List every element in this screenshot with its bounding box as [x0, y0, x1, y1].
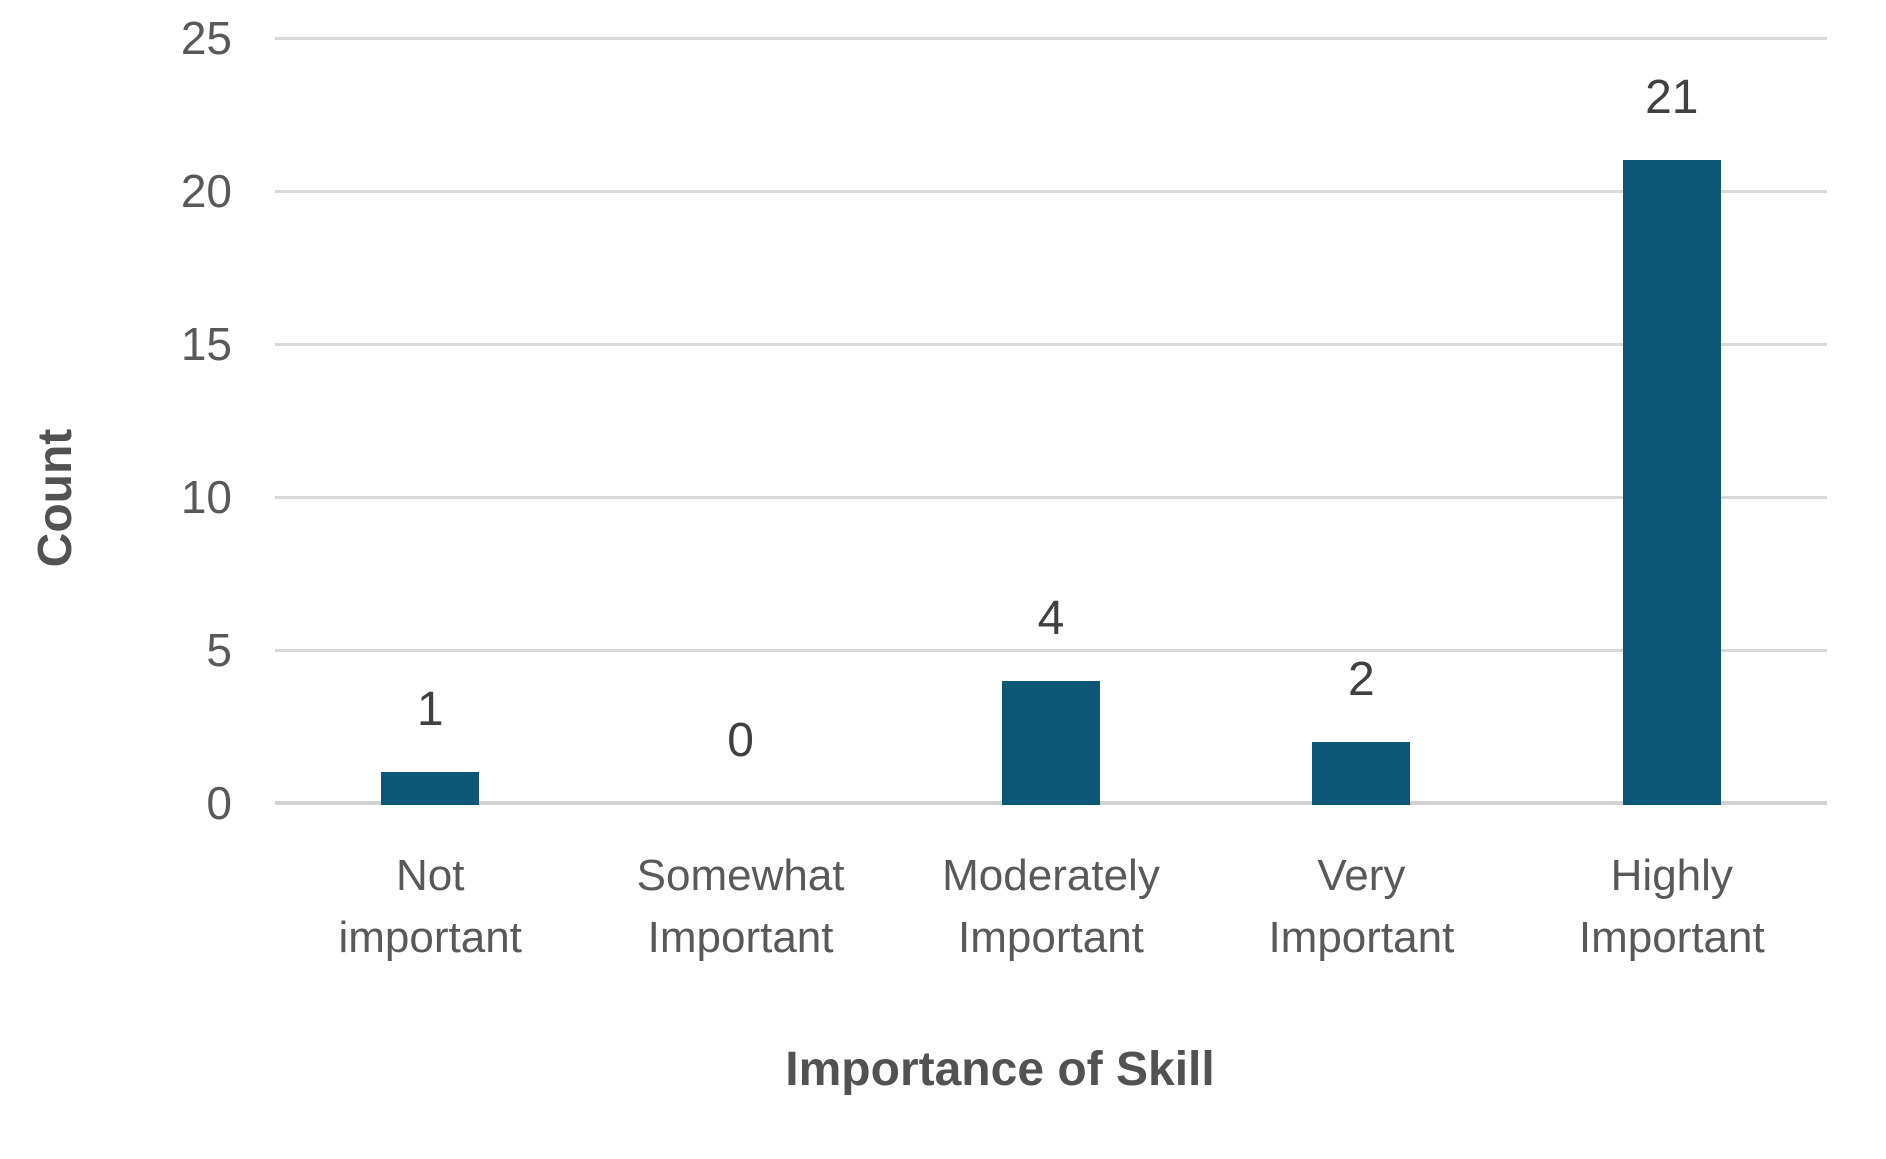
y-tick-label: 25 — [180, 12, 232, 64]
category-label-line: Important — [1578, 913, 1765, 962]
bar-value-label: 4 — [1037, 591, 1065, 645]
gridline — [275, 648, 1827, 652]
x-axis-title: Importance of Skill — [785, 1043, 1215, 1096]
category-label-line: Highly — [1610, 851, 1733, 900]
bar — [381, 772, 480, 805]
category-label: Highly Important — [1487, 845, 1857, 969]
bar — [1312, 741, 1411, 805]
category-label-line: Important — [958, 913, 1144, 962]
category-label: Moderately Important — [866, 845, 1236, 969]
y-tick-label: 10 — [180, 471, 232, 523]
category-label-line: important — [338, 913, 522, 962]
y-tick-label: 0 — [206, 777, 232, 829]
y-tick-label: 20 — [180, 165, 232, 217]
gridline — [275, 189, 1827, 193]
bar-value-label: 0 — [727, 714, 754, 767]
y-tick-label: 15 — [180, 318, 232, 370]
category-label-line: Important — [1268, 913, 1455, 962]
category-label-line: Not — [395, 851, 465, 900]
gridline — [275, 36, 1827, 40]
gridline — [275, 342, 1827, 346]
category-label: Somewhat Important — [555, 845, 925, 969]
y-axis-title: Count — [29, 428, 82, 568]
category-label: Very Important — [1176, 845, 1546, 969]
category-label-line: Important — [647, 913, 834, 962]
category-label-line: Very — [1317, 851, 1406, 900]
gridline — [275, 495, 1827, 499]
bar — [1002, 680, 1100, 805]
bar-value-label: 21 — [1645, 71, 1699, 125]
y-tick-label: 5 — [206, 624, 232, 676]
bar — [1622, 160, 1721, 805]
bar-value-label: 2 — [1348, 652, 1375, 706]
category-label: Not important — [245, 845, 615, 969]
category-label-line: Moderately — [942, 851, 1160, 900]
category-label-line: Somewhat — [636, 851, 845, 900]
bar-value-label: 1 — [416, 683, 444, 737]
